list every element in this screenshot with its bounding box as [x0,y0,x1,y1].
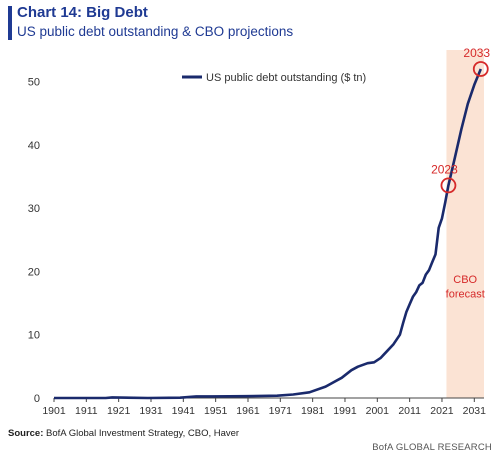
source-text: BofA Global Investment Strategy, CBO, Ha… [46,428,240,439]
legend-label: US public debt outstanding ($ tn) [206,72,366,84]
debt-series-line [54,68,483,400]
x-tick-label: 2021 [430,405,454,417]
x-tick-label: 1941 [172,405,196,417]
x-tick-label: 1991 [333,405,357,417]
y-tick-label: 50 [28,77,40,89]
source-label: Source: [8,428,44,439]
x-tick-label: 2001 [366,405,390,417]
y-tick-label: 40 [28,140,40,152]
x-tick-label: 2031 [463,405,487,417]
annotation-circle-2023 [440,177,457,194]
chart-title: Chart 14: Big Debt [17,4,148,21]
x-tick-label: 1951 [204,405,228,417]
research-credit: BofA GLOBAL RESEARCH [372,442,492,453]
y-tick-label: 30 [28,203,40,215]
y-tick-label: 20 [28,266,40,278]
annotation-label-2023: 2023 [431,162,458,176]
x-tick-label: 1971 [269,405,293,417]
x-tick-label: 1931 [139,405,163,417]
title-accent-bar [8,6,12,40]
x-tick-label: 1921 [107,405,131,417]
y-tick-label: 10 [28,330,40,342]
x-tick-label: 1981 [301,405,325,417]
chart-subtitle: US public debt outstanding & CBO project… [17,24,294,39]
y-tick-label: 0 [34,393,40,405]
forecast-label-line-1: CBO [453,274,477,286]
x-tick-label: 2011 [398,405,421,417]
x-tick-label: 1961 [236,405,260,417]
forecast-band [446,50,484,398]
x-tick-label: 1901 [42,405,66,417]
source-note: Source: BofA Global Investment Strategy,… [8,428,239,439]
x-tick-label: 1911 [75,405,98,417]
annotation-circle-2033 [472,61,489,77]
forecast-label-line-2: forecast [446,288,485,300]
annotation-label-2033: 2033 [463,46,490,60]
